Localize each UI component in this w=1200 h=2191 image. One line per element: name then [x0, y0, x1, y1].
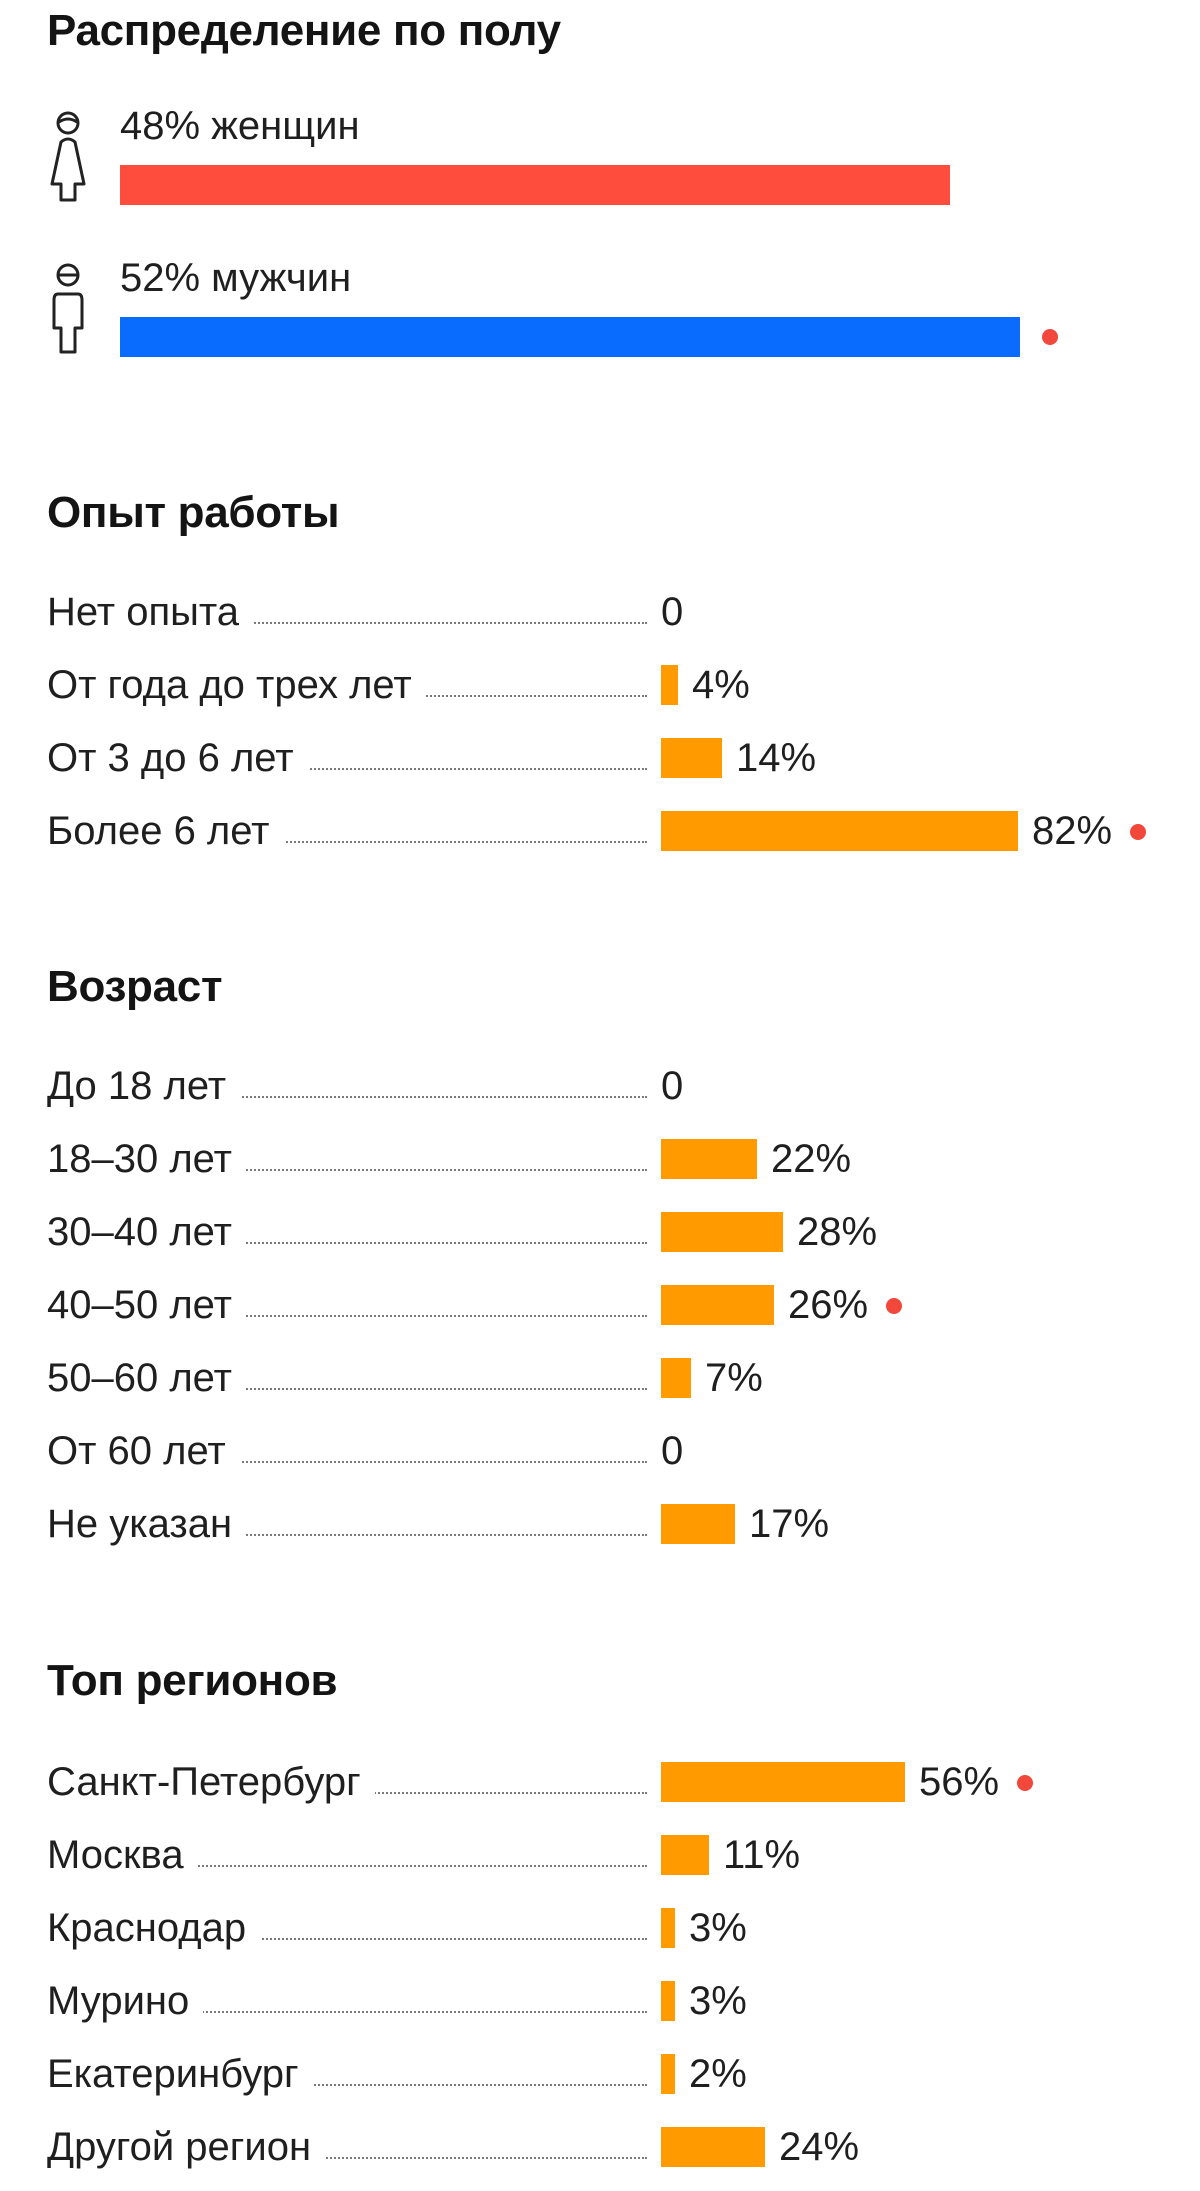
leader-dots: [47, 1461, 647, 1463]
regions-row: Мурино 3%: [47, 1977, 1167, 2025]
regions-row: Москва 11%: [47, 1831, 1167, 1879]
leader-dots: [47, 2011, 647, 2013]
experience-row: Более 6 лет 82%: [47, 807, 1167, 855]
female-bar: [120, 165, 950, 205]
row-value: 22%: [771, 1137, 852, 1181]
row-label: Краснодар: [47, 1904, 261, 1952]
row-label: От года до трех лет: [47, 661, 426, 709]
row-label: 30–40 лет: [47, 1208, 246, 1256]
row-label: Нет опыта: [47, 588, 254, 636]
highlight-dot: [1042, 329, 1058, 345]
value-bar: [661, 1285, 774, 1325]
age-row: От 60 лет 0: [47, 1427, 1167, 1475]
value-bar: [661, 1504, 735, 1544]
row-label: 50–60 лет: [47, 1354, 246, 1402]
leader-dots: [47, 622, 647, 624]
row-label: Санкт-Петербург: [47, 1758, 375, 1806]
value-bar: [661, 2127, 765, 2167]
row-label: Более 6 лет: [47, 807, 284, 855]
highlight-dot: [1017, 1775, 1033, 1791]
leader-dots: [47, 2157, 647, 2159]
value-bar: [661, 1762, 905, 1802]
leader-dots: [47, 1315, 647, 1317]
row-label: Другой регион: [47, 2123, 326, 2171]
value-bar: [661, 2054, 675, 2094]
value-bar: [661, 811, 1018, 851]
row-value: 28%: [797, 1210, 878, 1254]
age-row: До 18 лет 0: [47, 1062, 1167, 1110]
leader-dots: [47, 1242, 647, 1244]
regions-row: Санкт-Петербург 56%: [47, 1758, 1167, 1806]
row-label: Москва: [47, 1831, 198, 1879]
experience-row: От года до трех лет 4%: [47, 661, 1167, 709]
leader-dots: [47, 841, 647, 843]
age-row: Не указан 17%: [47, 1500, 1167, 1548]
age-row: 30–40 лет 28%: [47, 1208, 1167, 1256]
row-value: 3%: [689, 1906, 747, 1950]
regions-row: Екатеринбург 2%: [47, 2050, 1167, 2098]
row-label: До 18 лет: [47, 1062, 241, 1110]
value-bar: [661, 1212, 783, 1252]
row-value: 56%: [919, 1760, 1000, 1804]
row-value: 3%: [689, 1979, 747, 2023]
man-icon: [52, 263, 84, 354]
leader-dots: [47, 1938, 647, 1940]
row-value: 0: [661, 1429, 684, 1473]
row-label: 18–30 лет: [47, 1135, 246, 1183]
row-label: От 3 до 6 лет: [47, 734, 308, 782]
leader-dots: [47, 1534, 647, 1536]
male-label: 52% мужчин: [120, 256, 352, 300]
value-bar: [661, 665, 678, 705]
row-label: Мурино: [47, 1977, 204, 2025]
leader-dots: [47, 1169, 647, 1171]
value-bar: [661, 1981, 675, 2021]
row-value: 24%: [779, 2125, 860, 2169]
regions-row: Краснодар 3%: [47, 1904, 1167, 1952]
age-row: 40–50 лет 26%: [47, 1281, 1167, 1329]
row-label: 40–50 лет: [47, 1281, 246, 1329]
leader-dots: [47, 2084, 647, 2086]
experience-title: Опыт работы: [47, 488, 340, 537]
experience-row: От 3 до 6 лет 14%: [47, 734, 1167, 782]
row-label: От 60 лет: [47, 1427, 240, 1475]
age-row: 50–60 лет 7%: [47, 1354, 1167, 1402]
row-value: 0: [661, 590, 684, 634]
row-label: Екатеринбург: [47, 2050, 313, 2098]
age-row: 18–30 лет 22%: [47, 1135, 1167, 1183]
row-value: 14%: [736, 736, 817, 780]
row-value: 11%: [723, 1833, 801, 1877]
row-value: 82%: [1032, 809, 1113, 853]
value-bar: [661, 1139, 757, 1179]
row-value: 2%: [689, 2052, 747, 2096]
highlight-dot: [1130, 824, 1146, 840]
age-title: Возраст: [47, 962, 223, 1011]
row-value: 17%: [749, 1502, 830, 1546]
value-bar: [661, 1835, 709, 1875]
row-value: 4%: [692, 663, 750, 707]
row-value: 26%: [788, 1283, 869, 1327]
experience-row: Нет опыта 0: [47, 588, 1167, 636]
row-value: 7%: [705, 1356, 763, 1400]
male-bar: [120, 317, 1020, 357]
regions-row: Другой регион 24%: [47, 2123, 1167, 2171]
row-label: Не указан: [47, 1500, 247, 1548]
regions-title: Топ регионов: [47, 1656, 338, 1705]
highlight-dot: [886, 1298, 902, 1314]
leader-dots: [47, 768, 647, 770]
gender-title: Распределение по полу: [47, 6, 561, 55]
leader-dots: [47, 1865, 647, 1867]
woman-icon: [50, 111, 86, 202]
leader-dots: [47, 1096, 647, 1098]
value-bar: [661, 738, 722, 778]
female-label: 48% женщин: [120, 104, 360, 148]
value-bar: [661, 1358, 691, 1398]
leader-dots: [47, 1388, 647, 1390]
row-value: 0: [661, 1064, 684, 1108]
value-bar: [661, 1908, 675, 1948]
